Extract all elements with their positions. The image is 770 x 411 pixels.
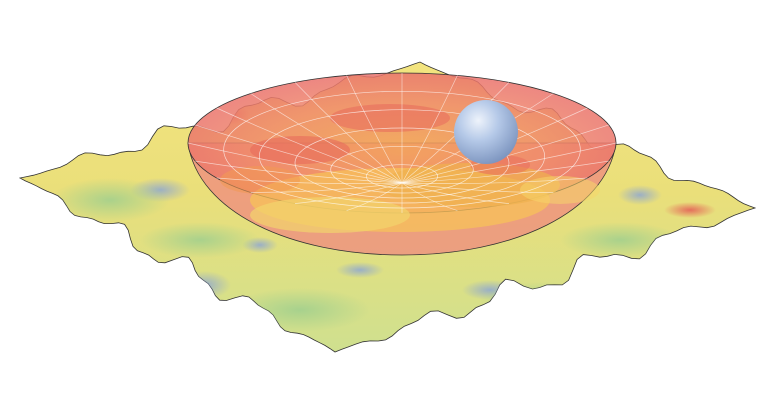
bowl-grid-meridian-0 bbox=[401, 142, 617, 184]
bowl-grid-meridian-5 bbox=[401, 182, 458, 211]
bowl-grid-meridian-14 bbox=[216, 107, 403, 184]
terrain-shade-7 bbox=[230, 288, 370, 332]
bowl-grid-meridian-7 bbox=[346, 182, 403, 211]
terrain-shade-8 bbox=[560, 222, 680, 258]
terrain-shade-0 bbox=[179, 271, 231, 299]
bowl-inner-blob-4 bbox=[330, 104, 450, 132]
terrain-shade-12 bbox=[664, 202, 716, 218]
bowl-grid-meridian-2 bbox=[401, 177, 588, 184]
terrain-shade-5 bbox=[336, 262, 384, 278]
paraboloid-bowl bbox=[187, 72, 617, 256]
terrain-shade-6 bbox=[50, 178, 170, 222]
bowl-grid-meridian-4 bbox=[401, 182, 510, 204]
bowl-grid-meridian-12 bbox=[187, 142, 403, 184]
bowl-inner-blob-1 bbox=[250, 197, 410, 233]
bowl-grid-meridian-3 bbox=[401, 182, 554, 193]
bowl-grid-meridian-8 bbox=[294, 182, 403, 204]
terrain-shade-10 bbox=[140, 222, 260, 258]
bowl-grid-meridian-13 bbox=[195, 124, 403, 184]
bowl-grid-meridian-15 bbox=[250, 93, 403, 184]
bowl-grid-meridian-11 bbox=[195, 160, 403, 184]
bowl-grid-meridian-9 bbox=[250, 182, 403, 193]
bowl-inner-blob-3 bbox=[250, 136, 350, 164]
bowl-grid-meridian-19 bbox=[401, 75, 458, 184]
bowl-grid-meridian-16 bbox=[294, 82, 403, 184]
bowl-grid-meridian-10 bbox=[216, 177, 403, 184]
bowl-inner-blob-7 bbox=[220, 166, 300, 194]
bowl-grid-meridian-17 bbox=[346, 75, 403, 184]
bowl-inner-terrain bbox=[220, 104, 600, 233]
bowl-grid-meridian-1 bbox=[401, 160, 609, 184]
bowl-inner-blob-2 bbox=[380, 163, 560, 207]
bowl-inner-blob-6 bbox=[520, 176, 600, 204]
ball-sphere bbox=[454, 100, 518, 164]
terrain-shade-4 bbox=[618, 185, 662, 205]
